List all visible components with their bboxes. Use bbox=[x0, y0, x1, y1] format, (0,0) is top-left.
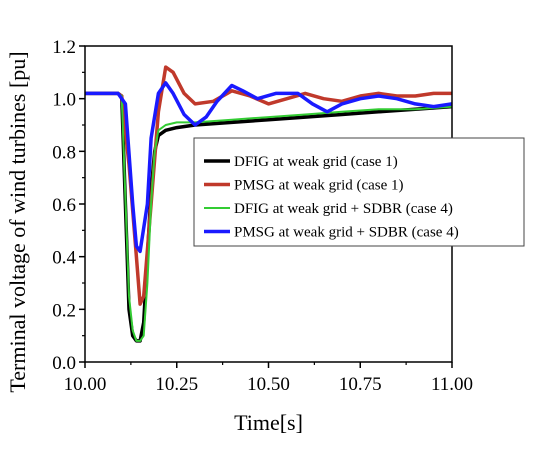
x-tick-label: 10.50 bbox=[247, 374, 290, 395]
legend-label-2: PMSG at weak grid (case 1) bbox=[234, 178, 404, 194]
legend-label-3: DFIG at weak grid + SDBR (case 4) bbox=[234, 201, 453, 217]
legend-label-4: PMSG at weak grid + SDBR (case 4) bbox=[234, 225, 459, 241]
x-axis-title: Time[s] bbox=[234, 410, 303, 435]
y-tick-label: 0.6 bbox=[52, 195, 76, 216]
y-tick-label: 0.2 bbox=[52, 300, 76, 321]
legend-box bbox=[193, 137, 525, 247]
y-tick-label: 1.2 bbox=[52, 37, 76, 58]
legend-label-1: DFIG at weak grid (case 1) bbox=[234, 154, 398, 170]
y-tick-label: 0.8 bbox=[52, 142, 76, 163]
series-line-4 bbox=[85, 81, 453, 254]
series-line-3 bbox=[85, 92, 453, 342]
x-tick-label: 10.00 bbox=[64, 374, 107, 395]
x-tick-label: 10.75 bbox=[339, 374, 382, 395]
series-layer bbox=[85, 65, 453, 343]
y-axis-title: Terminal voltage of wind turbines [pu] bbox=[5, 51, 30, 392]
legend: DFIG at weak grid (case 1) PMSG at weak g… bbox=[193, 137, 525, 247]
ticks-layer: 10.00 10.25 10.50 10.75 11.00 0.0 0.2 0.4 0.6 0.8… bbox=[52, 37, 473, 395]
x-tick-label: 11.00 bbox=[431, 374, 473, 395]
y-tick-label: 0.4 bbox=[52, 248, 76, 269]
y-tick-label: 0.0 bbox=[52, 353, 76, 374]
y-tick-label: 1.0 bbox=[52, 90, 76, 111]
x-tick-label: 10.25 bbox=[155, 374, 198, 395]
series-line-2 bbox=[85, 65, 452, 306]
